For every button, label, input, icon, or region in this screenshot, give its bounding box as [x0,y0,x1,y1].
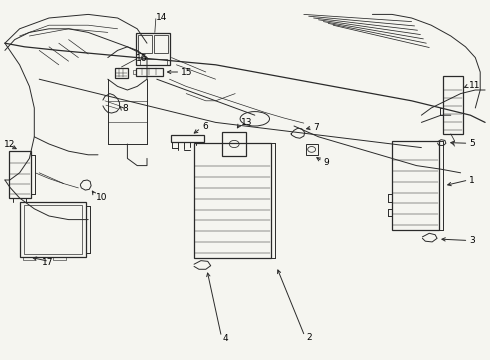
Bar [24,205,82,254]
Text: 11: 11 [469,81,481,90]
Text: 13: 13 [241,118,252,127]
Text: 9: 9 [323,158,329,167]
Bar [136,33,170,65]
Bar [140,59,167,65]
Text: 4: 4 [222,334,228,343]
Text: 15: 15 [181,68,193,77]
Text: 3: 3 [469,236,475,245]
Bar [9,151,31,198]
Bar [222,132,246,156]
Bar [154,35,168,53]
Bar [171,135,204,142]
Text: 12: 12 [4,140,15,149]
Text: 17: 17 [42,258,54,267]
Bar [133,70,136,74]
Text: 6: 6 [202,122,208,131]
Text: 16: 16 [136,54,147,63]
Text: 7: 7 [314,123,319,132]
Bar [136,68,163,76]
Bar [115,68,128,78]
Bar [23,257,35,260]
Text: 14: 14 [156,13,168,22]
Text: 1: 1 [469,176,475,185]
Bar [194,143,271,258]
Text: 8: 8 [122,104,128,113]
Bar [443,76,463,134]
Bar [392,141,439,230]
Bar [20,202,86,257]
Bar [306,144,318,155]
Text: 10: 10 [96,193,107,202]
Text: 5: 5 [469,139,475,148]
Bar [53,257,66,260]
Bar [138,35,152,53]
Text: 2: 2 [306,333,312,342]
